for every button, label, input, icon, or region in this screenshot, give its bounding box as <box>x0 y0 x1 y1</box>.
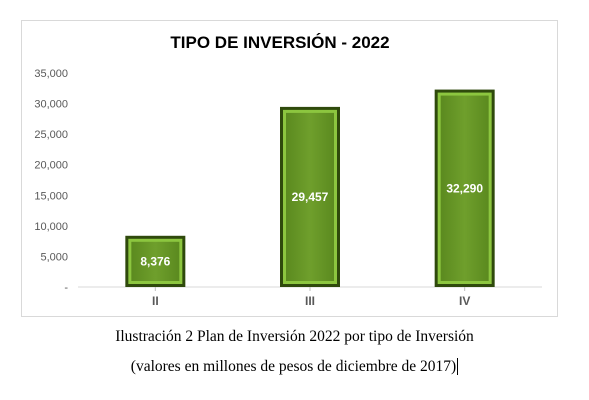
caption-line2: (valores en millones de pesos de diciemb… <box>130 358 457 375</box>
y-tick-label: 20,000 <box>34 160 68 172</box>
x-axis: II III IV <box>152 287 470 308</box>
y-tick-label: 35,000 <box>34 68 68 80</box>
bar-data-label: 8,376 <box>140 254 170 268</box>
chart-title: TIPO DE INVERSIÓN - 2022 <box>170 33 389 52</box>
y-tick-label: - <box>64 282 68 294</box>
bars: 8,376 29,457 32,290 <box>125 89 495 288</box>
figure-caption-units: (valores en millones de pesos de diciemb… <box>0 358 589 376</box>
y-tick-label: 25,000 <box>34 129 68 141</box>
bar-group <box>125 235 186 287</box>
y-axis: - 5,000 10,000 15,000 20,000 25,000 30,000 35,0… <box>34 68 68 294</box>
bar-data-label: 29,457 <box>292 190 329 204</box>
figure-caption: Ilustración 2 Plan de Inversión 2022 por… <box>0 328 589 346</box>
bar <box>440 95 489 281</box>
bar-chart: TIPO DE INVERSIÓN - 2022 - 5,000 10,000 15,… <box>34 33 542 308</box>
x-tick-label: II <box>152 294 159 308</box>
x-tick-label: III <box>305 294 315 308</box>
y-tick-label: 15,000 <box>34 190 68 202</box>
caption-line1: Ilustración 2 Plan de Inversión 2022 por… <box>115 328 474 345</box>
bar-group <box>280 106 340 288</box>
bar-data-label: 32,290 <box>446 181 483 195</box>
y-tick-label: 5,000 <box>40 251 68 263</box>
bar-group <box>434 89 495 287</box>
text-cursor <box>457 358 459 375</box>
x-tick-label: IV <box>459 294 470 308</box>
bar <box>131 241 180 281</box>
chart-frame: TIPO DE INVERSIÓN - 2022 - 5,000 10,000 15,… <box>21 20 558 317</box>
y-tick-label: 30,000 <box>34 99 68 111</box>
bar <box>286 112 334 282</box>
y-tick-label: 10,000 <box>34 221 68 233</box>
